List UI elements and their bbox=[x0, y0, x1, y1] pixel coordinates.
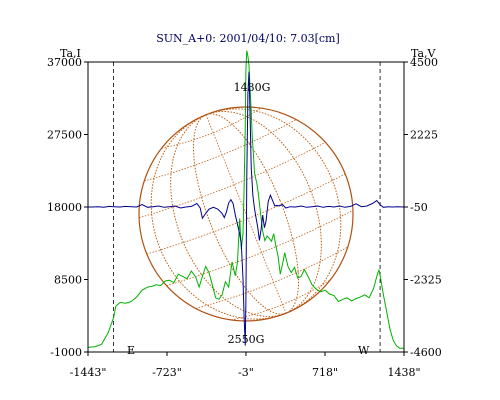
right-tick-label: 2225 bbox=[410, 129, 438, 142]
right-tick-label: -2325 bbox=[410, 274, 442, 287]
series-line-intensity bbox=[87, 50, 404, 349]
disk-parallel bbox=[138, 142, 326, 219]
right-axis-label: Ta,V bbox=[411, 47, 437, 60]
limb-label-east: E bbox=[127, 344, 135, 357]
disk-meridian bbox=[193, 113, 299, 315]
x-tick-label: 718" bbox=[312, 366, 338, 379]
disk-parallel bbox=[195, 246, 348, 309]
disk-meridian bbox=[170, 111, 322, 317]
disk-meridian bbox=[205, 114, 287, 314]
disk-parallel bbox=[166, 209, 354, 286]
left-tick-label: 37000 bbox=[47, 56, 82, 69]
right-tick-label: -50 bbox=[410, 201, 428, 214]
x-tick-label: 1438" bbox=[387, 366, 420, 379]
right-tick-label: 4500 bbox=[410, 56, 438, 69]
left-tick-label: 18000 bbox=[47, 201, 82, 214]
left-tick-label: 8500 bbox=[54, 274, 82, 287]
series-line-polarization bbox=[88, 71, 405, 346]
disk-parallel bbox=[144, 119, 297, 182]
axis-ticks: -1443" -723" -3" 718" 1438" 37000 27500 18000 85… bbox=[47, 56, 442, 379]
right-tick-label: -4600 bbox=[410, 346, 442, 359]
annotation-2550g: 2550G bbox=[228, 333, 265, 346]
left-tick-label: 27500 bbox=[47, 129, 82, 142]
x-tick-label: -723" bbox=[152, 366, 182, 379]
x-tick-label: -3" bbox=[238, 366, 254, 379]
left-axis-label: Ta,I bbox=[60, 47, 81, 60]
disk-parallel bbox=[231, 279, 331, 321]
left-tick-label: -1000 bbox=[50, 346, 82, 359]
chart-title: SUN_A+0: 2001/04/10: 7.03[cm] bbox=[156, 32, 340, 45]
limb-markers bbox=[113, 62, 381, 352]
x-tick-label: -1443" bbox=[70, 366, 107, 379]
annotation-1430g: 1430G bbox=[234, 81, 271, 94]
series-group bbox=[87, 50, 405, 349]
limb-label-west: W bbox=[358, 344, 370, 357]
